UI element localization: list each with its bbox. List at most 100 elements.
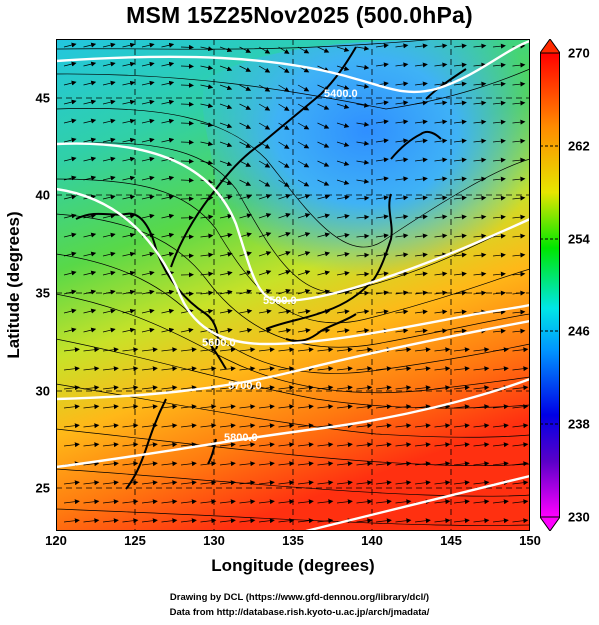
wind-vector: [278, 499, 295, 505]
wind-vector: [317, 270, 331, 276]
wind-vector: [200, 214, 214, 220]
wind-vector: [473, 461, 490, 467]
wind-vector: [219, 84, 233, 91]
wind-vector: [122, 137, 136, 143]
wind-vector: [492, 499, 509, 505]
wind-vector: [297, 46, 310, 54]
temperature-field-map: 5400.0 5500.0 5600.0 5700.0 5800.0: [56, 39, 530, 531]
wind-vector: [375, 233, 389, 239]
wind-vector: [414, 43, 428, 49]
wind-vector: [336, 252, 350, 257]
wind-vector: [492, 176, 506, 182]
wind-vector: [161, 385, 178, 391]
wind-vector: [395, 157, 409, 163]
wind-vector: [122, 80, 136, 86]
wind-vector: [375, 100, 389, 106]
wind-vector: [453, 176, 467, 182]
wind-vector: [219, 46, 233, 53]
colorbar-tick-label: 270: [568, 45, 590, 61]
wind-vector: [297, 122, 310, 130]
wind-vector: [512, 81, 526, 87]
wind-vector: [278, 232, 291, 238]
wind-vector: [297, 385, 314, 391]
wind-vector: [161, 423, 178, 429]
wind-vector: [161, 308, 175, 314]
wind-vector: [102, 194, 116, 200]
wind-vector: [336, 46, 350, 52]
wind-vector: [102, 423, 119, 429]
wind-vector: [375, 423, 392, 429]
wind-vector: [83, 385, 100, 391]
wind-vector: [473, 138, 487, 144]
wind-vector: [356, 233, 370, 239]
wind-vector: [453, 214, 467, 220]
wind-vector: [492, 404, 509, 410]
wind-vector: [492, 119, 506, 125]
wind-vector: [63, 270, 77, 276]
wind-vector: [375, 138, 389, 144]
wind-vector: [297, 213, 311, 219]
wind-vector: [278, 518, 295, 524]
wind-vector: [317, 232, 331, 238]
wind-vector: [414, 100, 428, 106]
wind-vector: [83, 461, 100, 467]
wind-vector: [297, 404, 314, 410]
contour-label: 5400.0: [324, 88, 358, 100]
wind-vector: [336, 141, 350, 147]
wind-vector: [219, 480, 236, 486]
wind-vector: [414, 366, 431, 372]
wind-vector: [63, 175, 77, 181]
wind-vector: [239, 46, 252, 53]
wind-vector: [453, 347, 470, 353]
wind-vector: [83, 251, 97, 257]
wind-vector: [356, 309, 370, 315]
wind-vector: [375, 480, 392, 486]
wind-vector: [434, 309, 448, 315]
wind-vector: [336, 179, 350, 185]
wind-vector: [258, 84, 271, 92]
wind-vector: [473, 366, 490, 372]
wind-vector: [512, 119, 526, 125]
wind-vector: [122, 366, 139, 372]
wind-vector: [83, 327, 97, 333]
wind-vector: [375, 176, 389, 182]
wind-vector: [141, 194, 155, 200]
wind-vector: [512, 157, 526, 163]
height-contours: [56, 39, 530, 531]
wind-vector: [161, 518, 178, 524]
wind-vector: [63, 518, 80, 524]
wind-vector: [414, 233, 428, 239]
wind-vector: [102, 118, 116, 124]
y-axis-label: Latitude (degrees): [4, 211, 23, 359]
wind-vector: [434, 176, 448, 182]
wind-vector: [395, 480, 412, 486]
wind-vector: [200, 366, 217, 372]
wind-vector: [356, 499, 373, 505]
wind-vector: [278, 404, 295, 410]
wind-vector: [414, 138, 428, 144]
wind-vector: [395, 43, 409, 49]
wind-vector: [200, 160, 214, 166]
wind-vector: [473, 62, 487, 68]
colorbar-tick-label: 238: [568, 416, 590, 432]
wind-vector: [453, 100, 467, 106]
wind-vector: [512, 518, 529, 524]
wind-vector: [83, 366, 100, 372]
wind-vector: [239, 160, 252, 167]
wind-vector: [414, 518, 431, 524]
wind-vector: [102, 499, 119, 505]
wind-vector: [102, 366, 119, 372]
wind-vector: [492, 442, 509, 448]
wind-vector: [200, 271, 214, 277]
wind-vector: [395, 499, 412, 505]
wind-vector: [258, 65, 271, 73]
wind-vector: [200, 480, 217, 486]
colorbar-tick-label: 262: [568, 138, 590, 154]
wind-vector: [180, 404, 197, 410]
wind-vector: [83, 175, 97, 181]
wind-vector: [317, 461, 334, 467]
wind-vector: [434, 423, 451, 429]
wind-vector: [239, 103, 252, 110]
contour-label: 5800.0: [224, 432, 258, 444]
wind-vector: [239, 65, 252, 72]
